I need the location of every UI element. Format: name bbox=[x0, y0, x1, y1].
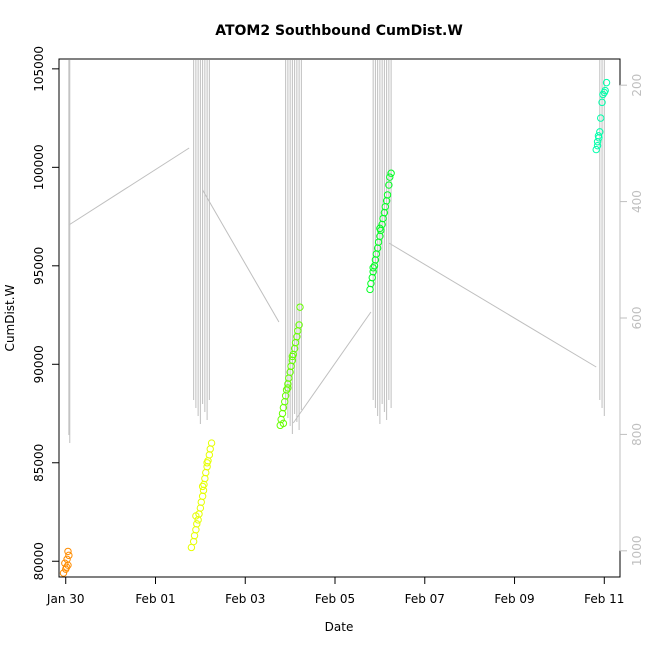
data-point bbox=[385, 181, 393, 189]
data-point bbox=[383, 191, 392, 199]
data-point bbox=[206, 445, 214, 453]
data-point bbox=[190, 531, 199, 540]
data-point bbox=[192, 512, 200, 520]
y-tick-label: 85000 bbox=[32, 444, 46, 482]
data-point bbox=[368, 273, 376, 282]
data-point bbox=[379, 214, 387, 223]
data-point bbox=[65, 551, 73, 560]
y-axis: 80000 85000 90000 95000 100000 105000 bbox=[32, 46, 60, 580]
data-point bbox=[295, 321, 303, 329]
data-point bbox=[198, 482, 207, 491]
y-tick-label: 80000 bbox=[32, 542, 46, 580]
data-point bbox=[201, 474, 209, 483]
data-point bbox=[196, 504, 205, 512]
data-point bbox=[203, 459, 211, 467]
data-point bbox=[192, 526, 200, 534]
data-point bbox=[285, 374, 293, 382]
x-tick-label: Feb 03 bbox=[225, 592, 265, 606]
y2-tick-label: 400 bbox=[630, 190, 644, 213]
plot-frame bbox=[58, 58, 621, 578]
data-point bbox=[193, 520, 201, 528]
data-point bbox=[372, 250, 381, 258]
data-point bbox=[61, 559, 69, 567]
data-point bbox=[207, 439, 216, 447]
data-point bbox=[296, 303, 304, 311]
track-line bbox=[202, 189, 280, 323]
data-point bbox=[381, 203, 389, 211]
data-point bbox=[602, 78, 611, 87]
data-point bbox=[205, 451, 214, 459]
data-point bbox=[369, 264, 377, 272]
data-point bbox=[278, 409, 287, 418]
y-tick-label: 95000 bbox=[32, 247, 46, 285]
y-tick-label: 100000 bbox=[32, 144, 46, 190]
data-point bbox=[64, 547, 72, 556]
x-axis-label: Date bbox=[325, 620, 354, 634]
x-tick-label: Feb 11 bbox=[584, 592, 624, 606]
data-point bbox=[287, 362, 295, 370]
y-tick-label: 90000 bbox=[32, 345, 46, 383]
data-point bbox=[599, 90, 607, 99]
x-tick-label: Feb 07 bbox=[405, 592, 445, 606]
data-point bbox=[387, 169, 395, 177]
data-point bbox=[59, 569, 68, 577]
x-tick-label: Jan 30 bbox=[46, 592, 85, 606]
data-point bbox=[592, 145, 600, 154]
track-line bbox=[388, 242, 597, 368]
data-point bbox=[595, 134, 603, 142]
track-line bbox=[68, 147, 190, 226]
data-point bbox=[291, 338, 300, 347]
x-tick-label: Feb 01 bbox=[135, 592, 175, 606]
data-point bbox=[597, 114, 605, 122]
data-point bbox=[366, 285, 374, 294]
y2-tick-label: 1000 bbox=[630, 536, 644, 567]
data-point bbox=[62, 563, 71, 571]
y-axis-label: CumDist.W bbox=[3, 284, 17, 351]
data-point bbox=[593, 141, 602, 150]
x-tick-label: Feb 09 bbox=[494, 592, 534, 606]
x-tick-label: Feb 05 bbox=[315, 592, 355, 606]
x-axis: Jan 30 Feb 01 Feb 03 Feb 05 Feb 07 Feb 09 Feb … bbox=[46, 576, 624, 606]
y2-tick-label: 200 bbox=[630, 74, 644, 97]
data-point bbox=[284, 384, 292, 392]
right-axis: 200 400 600 800 1000 bbox=[619, 74, 644, 567]
data-point bbox=[376, 224, 384, 233]
background-track-lines bbox=[68, 60, 605, 443]
data-point bbox=[598, 98, 606, 107]
data-point bbox=[374, 238, 383, 246]
data-point bbox=[202, 468, 210, 477]
data-point bbox=[288, 352, 297, 361]
data-point bbox=[197, 498, 205, 506]
data-point bbox=[294, 327, 302, 335]
data-point bbox=[189, 537, 198, 546]
y2-tick-label: 600 bbox=[630, 307, 644, 330]
y-tick-label: 105000 bbox=[32, 46, 46, 92]
data-point bbox=[198, 492, 207, 500]
data-point bbox=[386, 173, 394, 181]
chart-title: ATOM2 Southbound CumDist.W bbox=[215, 23, 463, 39]
track-line bbox=[292, 311, 372, 424]
y2-tick-label: 800 bbox=[630, 423, 644, 446]
data-point bbox=[63, 555, 71, 563]
scatter-points bbox=[59, 78, 611, 577]
data-point bbox=[281, 398, 289, 406]
data-point bbox=[601, 86, 609, 95]
data-point bbox=[279, 419, 288, 428]
